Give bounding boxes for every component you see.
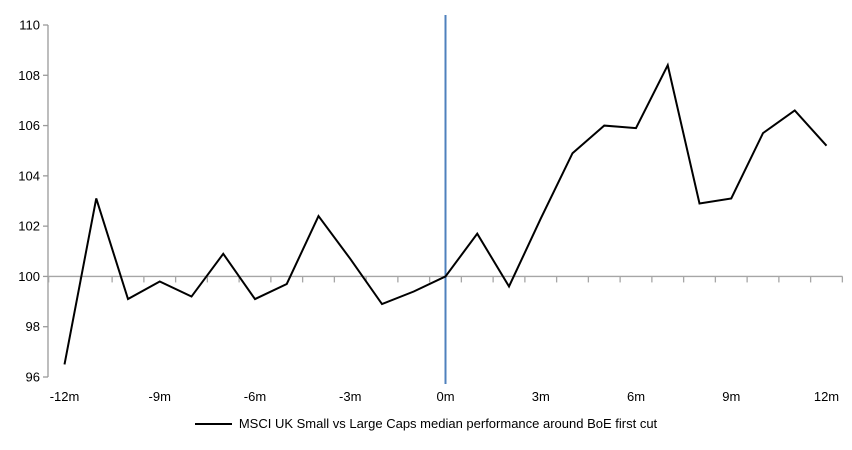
x-axis-label: -6m [244,389,266,404]
x-axis-label: 12m [814,389,839,404]
y-axis-label: 108 [18,68,40,83]
y-axis-label: 102 [18,219,40,234]
y-axis-label: 106 [18,118,40,133]
legend-label: MSCI UK Small vs Large Caps median perfo… [238,416,658,431]
x-axis-label: 6m [627,389,645,404]
y-axis-label: 110 [19,18,40,33]
x-axis-label: -3m [339,389,361,404]
x-axis-label: 9m [722,389,740,404]
legend: MSCI UK Small vs Large Caps median perfo… [0,416,852,431]
y-axis-label: 96 [26,370,40,385]
x-axis-label: -9m [149,389,171,404]
legend-line-sample [194,422,232,425]
y-axis-label: 100 [18,269,40,284]
x-axis-label: 3m [532,389,550,404]
y-axis-label: 98 [26,319,40,334]
x-axis-label: -12m [50,389,80,404]
y-axis-label: 104 [18,168,40,183]
x-axis-label: 0m [436,389,454,404]
series-line [63,62,828,365]
